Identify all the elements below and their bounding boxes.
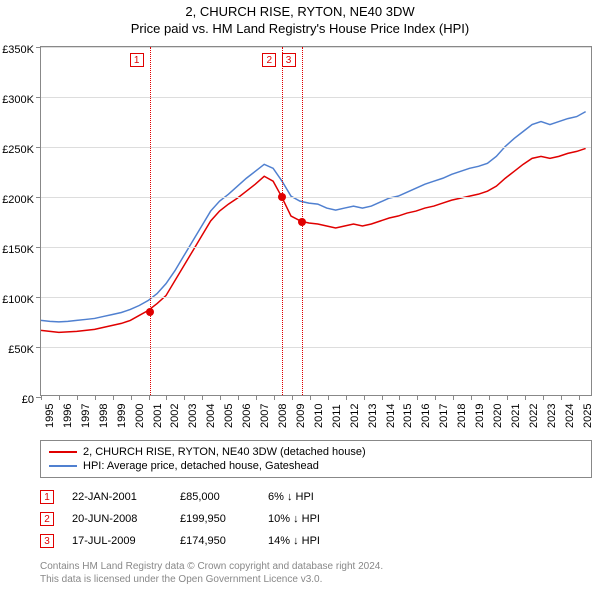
x-axis-label: 2022	[528, 404, 540, 428]
x-axis-label: 2021	[510, 404, 522, 428]
y-axis-label: £200K	[2, 194, 34, 206]
x-axis-label: 2013	[367, 404, 379, 428]
chart-lines-svg	[41, 47, 591, 395]
event-date: 17-JUL-2009	[72, 535, 162, 547]
marker-dot-1	[146, 308, 154, 316]
marker-box-3: 3	[282, 53, 296, 67]
y-axis-label: £0	[22, 394, 34, 406]
x-axis-label: 2002	[169, 404, 181, 428]
marker-line-1	[150, 47, 151, 395]
y-axis-label: £100K	[2, 294, 34, 306]
events-table: 1 22-JAN-2001 £85,000 6% ↓ HPI 2 20-JUN-2008 £…	[40, 486, 592, 552]
footer: Contains HM Land Registry data © Crown c…	[40, 560, 592, 586]
event-row: 3 17-JUL-2009 £174,950 14% ↓ HPI	[40, 530, 592, 552]
x-axis-label: 2019	[474, 404, 486, 428]
x-axis-label: 2008	[277, 404, 289, 428]
y-axis-label: £300K	[2, 94, 34, 106]
y-axis-label: £350K	[2, 44, 34, 56]
event-date: 20-JUN-2008	[72, 513, 162, 525]
x-axis-label: 1997	[80, 404, 92, 428]
x-axis-label: 2020	[492, 404, 504, 428]
x-axis-label: 2004	[205, 404, 217, 428]
x-axis-label: 2001	[152, 404, 164, 428]
marker-box-2: 2	[262, 53, 276, 67]
x-axis-label: 1998	[98, 404, 110, 428]
x-axis-label: 2007	[259, 404, 271, 428]
marker-line-2	[282, 47, 283, 395]
x-axis: 1995 1996 1997 1998 1999 2000 2001 2002 2003 2004…	[40, 396, 592, 436]
x-axis-label: 2005	[223, 404, 235, 428]
x-axis-label: 1995	[44, 404, 56, 428]
x-axis-label: 2009	[295, 404, 307, 428]
event-marker-number: 2	[40, 512, 54, 526]
y-axis-label: £50K	[8, 344, 34, 356]
footer-copyright: Contains HM Land Registry data © Crown c…	[40, 560, 592, 573]
x-axis-label: 2023	[546, 404, 558, 428]
event-marker-number: 3	[40, 534, 54, 548]
event-price: £199,950	[180, 513, 250, 525]
legend: 2, CHURCH RISE, RYTON, NE40 3DW (detache…	[40, 440, 592, 478]
event-hpi-diff: 14% ↓ HPI	[268, 535, 358, 547]
y-axis-label: £250K	[2, 144, 34, 156]
title-subtitle: Price paid vs. HM Land Registry's House …	[0, 21, 600, 36]
event-row: 2 20-JUN-2008 £199,950 10% ↓ HPI	[40, 508, 592, 530]
title-address: 2, CHURCH RISE, RYTON, NE40 3DW	[0, 4, 600, 19]
legend-swatch	[49, 451, 77, 453]
legend-label: HPI: Average price, detached house, Gate…	[83, 460, 319, 472]
y-axis-label: £150K	[2, 244, 34, 256]
x-axis-label: 2018	[456, 404, 468, 428]
y-axis: £0£50K£100K£150K£200K£250K£300K£350K	[0, 50, 38, 400]
marker-dot-2	[278, 193, 286, 201]
x-axis-label: 2006	[241, 404, 253, 428]
x-axis-label: 2011	[331, 404, 343, 428]
x-axis-label: 1996	[62, 404, 74, 428]
event-row: 1 22-JAN-2001 £85,000 6% ↓ HPI	[40, 486, 592, 508]
x-axis-label: 1999	[116, 404, 128, 428]
legend-item: HPI: Average price, detached house, Gate…	[49, 459, 583, 473]
legend-item: 2, CHURCH RISE, RYTON, NE40 3DW (detache…	[49, 445, 583, 459]
x-axis-label: 2015	[402, 404, 414, 428]
legend-label: 2, CHURCH RISE, RYTON, NE40 3DW (detache…	[83, 446, 366, 458]
footer-license: This data is licensed under the Open Gov…	[40, 573, 592, 586]
event-price: £174,950	[180, 535, 250, 547]
x-axis-label: 2017	[438, 404, 450, 428]
x-axis-label: 2014	[385, 404, 397, 428]
event-date: 22-JAN-2001	[72, 491, 162, 503]
event-hpi-diff: 6% ↓ HPI	[268, 491, 358, 503]
series-price_paid	[41, 148, 586, 332]
title-block: 2, CHURCH RISE, RYTON, NE40 3DW Price pa…	[0, 0, 600, 38]
marker-box-1: 1	[130, 53, 144, 67]
event-marker-number: 1	[40, 490, 54, 504]
marker-dot-3	[298, 218, 306, 226]
x-axis-label: 2000	[134, 404, 146, 428]
x-axis-label: 2003	[187, 404, 199, 428]
series-hpi	[41, 112, 586, 322]
chart-container: 2, CHURCH RISE, RYTON, NE40 3DW Price pa…	[0, 0, 600, 590]
event-hpi-diff: 10% ↓ HPI	[268, 513, 358, 525]
x-axis-label: 2010	[313, 404, 325, 428]
chart-plot-area: 1 23	[40, 46, 592, 396]
x-axis-label: 2016	[420, 404, 432, 428]
x-axis-label: 2012	[349, 404, 361, 428]
event-price: £85,000	[180, 491, 250, 503]
x-axis-label: 2024	[564, 404, 576, 428]
x-axis-label: 2025	[582, 404, 594, 428]
legend-swatch	[49, 465, 77, 467]
